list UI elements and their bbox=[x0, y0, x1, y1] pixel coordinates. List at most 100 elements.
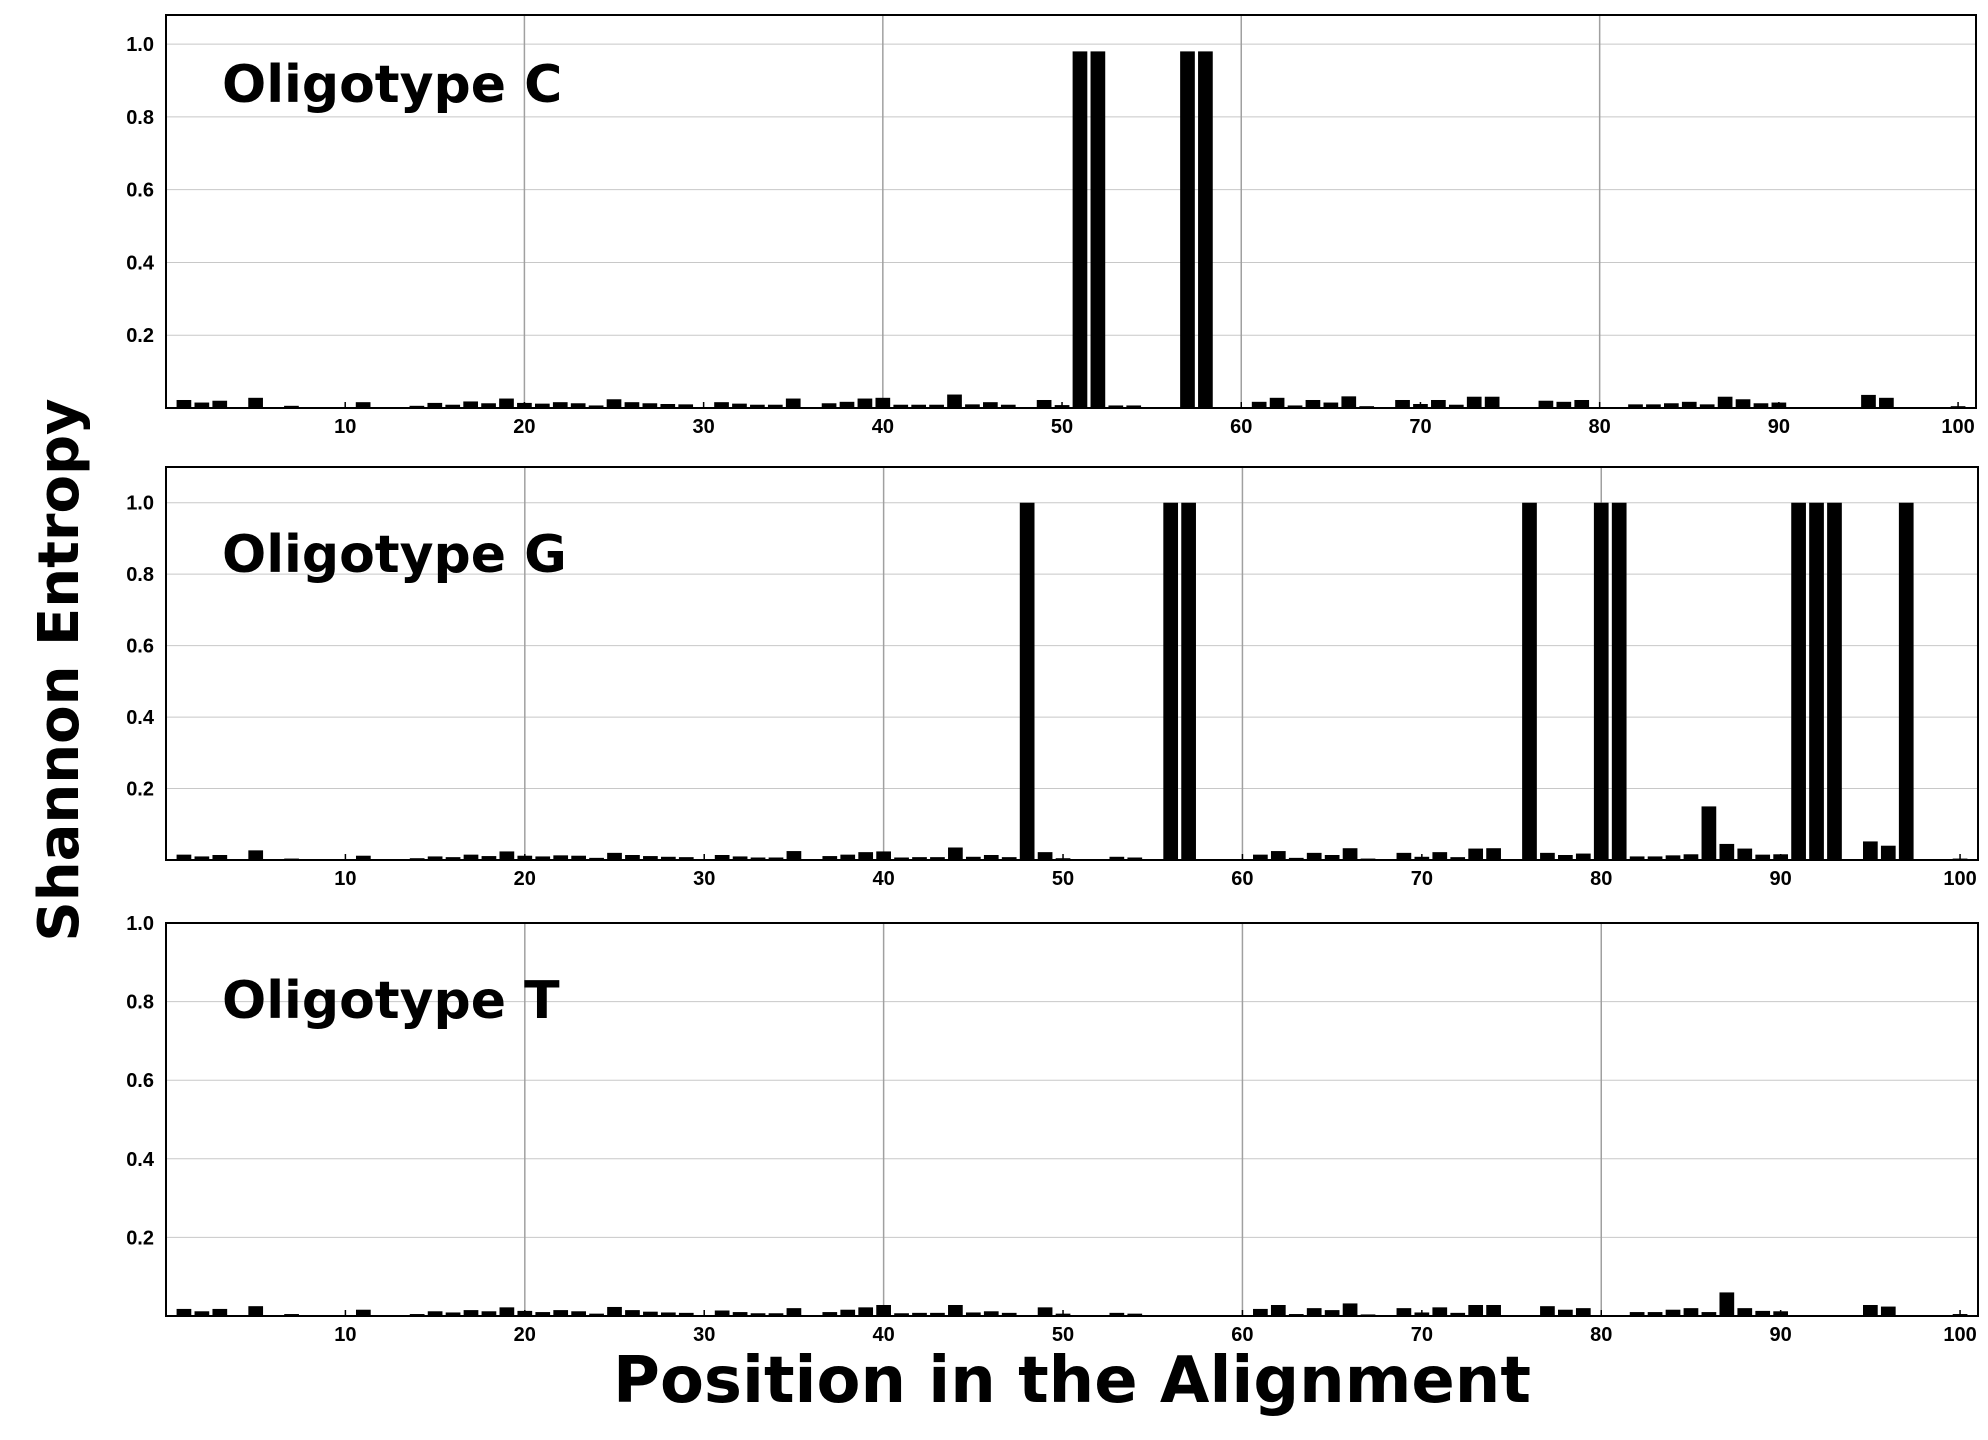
x-tick-label: 50 bbox=[1051, 416, 1073, 438]
entropy-bar bbox=[1647, 1312, 1663, 1316]
entropy-bar bbox=[1753, 403, 1769, 408]
entropy-bar bbox=[570, 403, 586, 408]
entropy-bar bbox=[1699, 404, 1715, 408]
entropy-bar bbox=[1180, 51, 1195, 409]
entropy-bar bbox=[1522, 502, 1537, 860]
entropy-bar bbox=[660, 1312, 676, 1316]
panel-t-title: Oligotype T bbox=[222, 971, 560, 1031]
entropy-bar bbox=[535, 1312, 551, 1316]
entropy-bar bbox=[768, 857, 784, 860]
entropy-bar bbox=[767, 404, 783, 408]
entropy-bar bbox=[553, 855, 569, 860]
entropy-bar bbox=[1861, 394, 1876, 408]
entropy-bar bbox=[1306, 852, 1322, 860]
entropy-bar bbox=[606, 399, 622, 408]
entropy-bar bbox=[1269, 397, 1285, 408]
entropy-bar bbox=[194, 1311, 210, 1316]
entropy-bar bbox=[463, 1310, 479, 1316]
entropy-bar bbox=[1735, 399, 1751, 408]
entropy-bar bbox=[1717, 396, 1733, 408]
entropy-bar bbox=[1342, 848, 1358, 860]
entropy-bar bbox=[1450, 1312, 1466, 1316]
entropy-bar bbox=[1127, 857, 1143, 860]
entropy-bar bbox=[965, 404, 980, 408]
entropy-bar bbox=[948, 1304, 963, 1316]
x-tick-label: 90 bbox=[1770, 1324, 1792, 1346]
entropy-bar bbox=[948, 847, 963, 860]
y-tick-label: 0.4 bbox=[126, 707, 155, 729]
entropy-bar bbox=[1432, 1307, 1448, 1316]
entropy-bar bbox=[212, 854, 228, 860]
entropy-bar bbox=[1880, 845, 1896, 860]
entropy-bar bbox=[1646, 404, 1661, 408]
x-axis-title: Position in the Alignment bbox=[613, 1344, 1531, 1418]
entropy-bar bbox=[248, 1306, 264, 1316]
x-tick-label: 80 bbox=[1589, 416, 1611, 438]
x-tick-label: 40 bbox=[872, 416, 894, 438]
x-tick-label: 70 bbox=[1411, 868, 1433, 890]
x-tick-label: 40 bbox=[872, 1324, 894, 1346]
entropy-bar bbox=[481, 403, 496, 408]
entropy-bar bbox=[1791, 502, 1806, 860]
panel-oligotype-t: 0.2 0.4 0.6 0.8 1.0 10 20 30 40 50 60 70 80 90 100 Ol… bbox=[126, 913, 1979, 1346]
entropy-bar bbox=[589, 857, 604, 860]
entropy-bar bbox=[1575, 853, 1591, 860]
y-tick-label: 0.6 bbox=[126, 1070, 154, 1092]
entropy-bar bbox=[1665, 1309, 1681, 1316]
entropy-bar bbox=[445, 1312, 461, 1316]
entropy-bar bbox=[929, 404, 944, 408]
entropy-bar bbox=[625, 1310, 640, 1316]
entropy-bar bbox=[750, 1313, 766, 1316]
x-tick-label: 30 bbox=[693, 1324, 715, 1346]
entropy-bar bbox=[839, 401, 855, 408]
entropy-bar bbox=[355, 402, 371, 408]
panel-c-grid bbox=[166, 15, 1976, 408]
entropy-bar bbox=[785, 398, 801, 408]
entropy-bar bbox=[1484, 396, 1500, 408]
entropy-bar bbox=[463, 854, 479, 860]
entropy-bar bbox=[445, 404, 461, 408]
entropy-bar bbox=[1538, 400, 1554, 408]
x-tick-label: 80 bbox=[1590, 1324, 1612, 1346]
entropy-bar bbox=[589, 1313, 604, 1316]
entropy-bar bbox=[499, 1307, 515, 1316]
entropy-bar bbox=[786, 1308, 802, 1316]
entropy-bar bbox=[1683, 1308, 1699, 1316]
panel-g-y-ticks: 0.2 0.4 0.6 0.8 1.0 bbox=[126, 493, 155, 801]
entropy-bar bbox=[965, 856, 981, 860]
entropy-bar bbox=[1558, 854, 1573, 860]
entropy-bar bbox=[1306, 1308, 1322, 1316]
entropy-bar bbox=[1468, 848, 1484, 860]
entropy-bar bbox=[1001, 1312, 1017, 1316]
entropy-bar bbox=[1324, 1310, 1340, 1316]
entropy-bar bbox=[625, 854, 640, 860]
x-tick-label: 70 bbox=[1411, 1324, 1433, 1346]
entropy-bar bbox=[983, 854, 999, 860]
entropy-bar bbox=[1395, 399, 1410, 408]
entropy-bar bbox=[1575, 1308, 1591, 1316]
entropy-bar bbox=[1629, 856, 1645, 860]
entropy-bar bbox=[678, 1312, 694, 1316]
entropy-bar bbox=[732, 856, 748, 860]
entropy-bar bbox=[1809, 502, 1824, 860]
entropy-bar bbox=[714, 402, 729, 408]
y-tick-label: 0.4 bbox=[126, 1149, 155, 1171]
x-tick-label: 20 bbox=[514, 1324, 536, 1346]
x-tick-label: 100 bbox=[1941, 416, 1974, 438]
entropy-bar bbox=[1127, 1313, 1143, 1316]
panel-t-bars bbox=[176, 1292, 1968, 1316]
entropy-bar bbox=[212, 1308, 228, 1316]
entropy-bar bbox=[1163, 502, 1179, 860]
entropy-bar bbox=[552, 402, 568, 408]
entropy-bar bbox=[1558, 1309, 1573, 1316]
entropy-bar bbox=[1253, 1308, 1268, 1316]
panel-t-frame bbox=[165, 922, 1979, 1317]
y-tick-label: 0.2 bbox=[126, 779, 154, 801]
entropy-bar bbox=[1898, 502, 1914, 860]
x-tick-label: 30 bbox=[693, 868, 715, 890]
panel-g-title: Oligotype G bbox=[222, 525, 567, 585]
entropy-bar bbox=[947, 394, 962, 408]
entropy-bar bbox=[1396, 1308, 1412, 1316]
entropy-bar bbox=[1037, 1307, 1053, 1316]
